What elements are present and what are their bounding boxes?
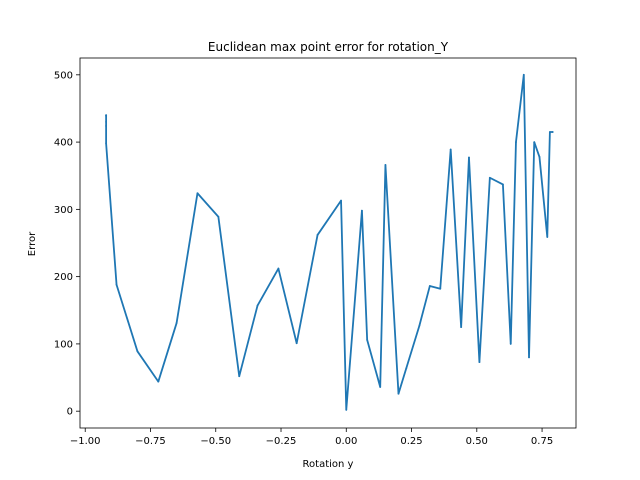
data-point bbox=[384, 164, 387, 166]
x-axis: −1.00 −0.75 −0.50 −0.25 0.00 0.25 0.50 0.75 bbox=[70, 428, 553, 447]
data-point bbox=[175, 322, 178, 324]
data-point bbox=[345, 408, 348, 411]
data-point bbox=[256, 304, 259, 307]
data-point bbox=[361, 209, 363, 212]
data-point bbox=[428, 285, 431, 287]
data-point bbox=[478, 361, 481, 363]
y-tick-label: 100 bbox=[54, 339, 73, 350]
data-point bbox=[397, 392, 400, 395]
data-point bbox=[277, 267, 280, 270]
data-point bbox=[105, 114, 108, 117]
data-point bbox=[502, 183, 504, 186]
data-point bbox=[515, 141, 517, 143]
data-point bbox=[460, 326, 463, 328]
data-point bbox=[379, 386, 382, 388]
x-tick-label: 0.25 bbox=[400, 436, 422, 447]
y-axis-label: Error bbox=[27, 231, 38, 256]
data-point bbox=[196, 192, 199, 195]
data-point bbox=[449, 148, 452, 151]
x-tick-label: 0.50 bbox=[466, 436, 488, 447]
data-point bbox=[509, 343, 512, 345]
x-tick-label: 0.75 bbox=[531, 436, 553, 447]
x-tick-label: −1.00 bbox=[70, 436, 101, 447]
data-point bbox=[522, 73, 525, 76]
data-point bbox=[340, 199, 342, 202]
data-point bbox=[533, 141, 536, 143]
data-point bbox=[538, 155, 541, 158]
x-tick-label: −0.50 bbox=[200, 436, 231, 447]
plot-area bbox=[105, 73, 554, 411]
data-point bbox=[115, 283, 118, 286]
y-tick-label: 200 bbox=[54, 272, 73, 283]
data-point bbox=[157, 380, 160, 383]
data-point bbox=[548, 131, 551, 133]
data-point bbox=[405, 367, 408, 370]
y-axis: 0 100 200 300 400 500 bbox=[54, 70, 80, 418]
data-point bbox=[105, 121, 108, 123]
data-point bbox=[488, 176, 491, 179]
x-tick-label: 0.00 bbox=[335, 436, 357, 447]
x-tick-label: −0.75 bbox=[135, 436, 166, 447]
y-tick-label: 500 bbox=[54, 70, 73, 81]
y-tick-label: 400 bbox=[54, 138, 73, 149]
chart-title: Euclidean max point error for rotation_Y bbox=[208, 40, 449, 54]
data-point bbox=[217, 215, 220, 218]
data-point bbox=[295, 342, 298, 345]
data-point bbox=[136, 350, 139, 353]
data-point bbox=[366, 338, 369, 341]
data-point bbox=[468, 156, 470, 159]
axes-frame bbox=[79, 57, 577, 429]
y-tick-label: 0 bbox=[67, 407, 73, 418]
data-point bbox=[238, 375, 241, 378]
data-point bbox=[439, 287, 442, 290]
data-point bbox=[528, 356, 530, 359]
x-tick-label: −0.25 bbox=[266, 436, 297, 447]
data-point bbox=[316, 234, 319, 236]
y-tick-label: 300 bbox=[54, 205, 73, 216]
data-point bbox=[418, 324, 421, 327]
data-point bbox=[551, 131, 554, 133]
series-line bbox=[105, 73, 554, 411]
data-point bbox=[105, 142, 108, 145]
x-axis-label: Rotation y bbox=[303, 459, 354, 470]
data-point bbox=[546, 236, 549, 238]
data-point bbox=[105, 125, 108, 127]
